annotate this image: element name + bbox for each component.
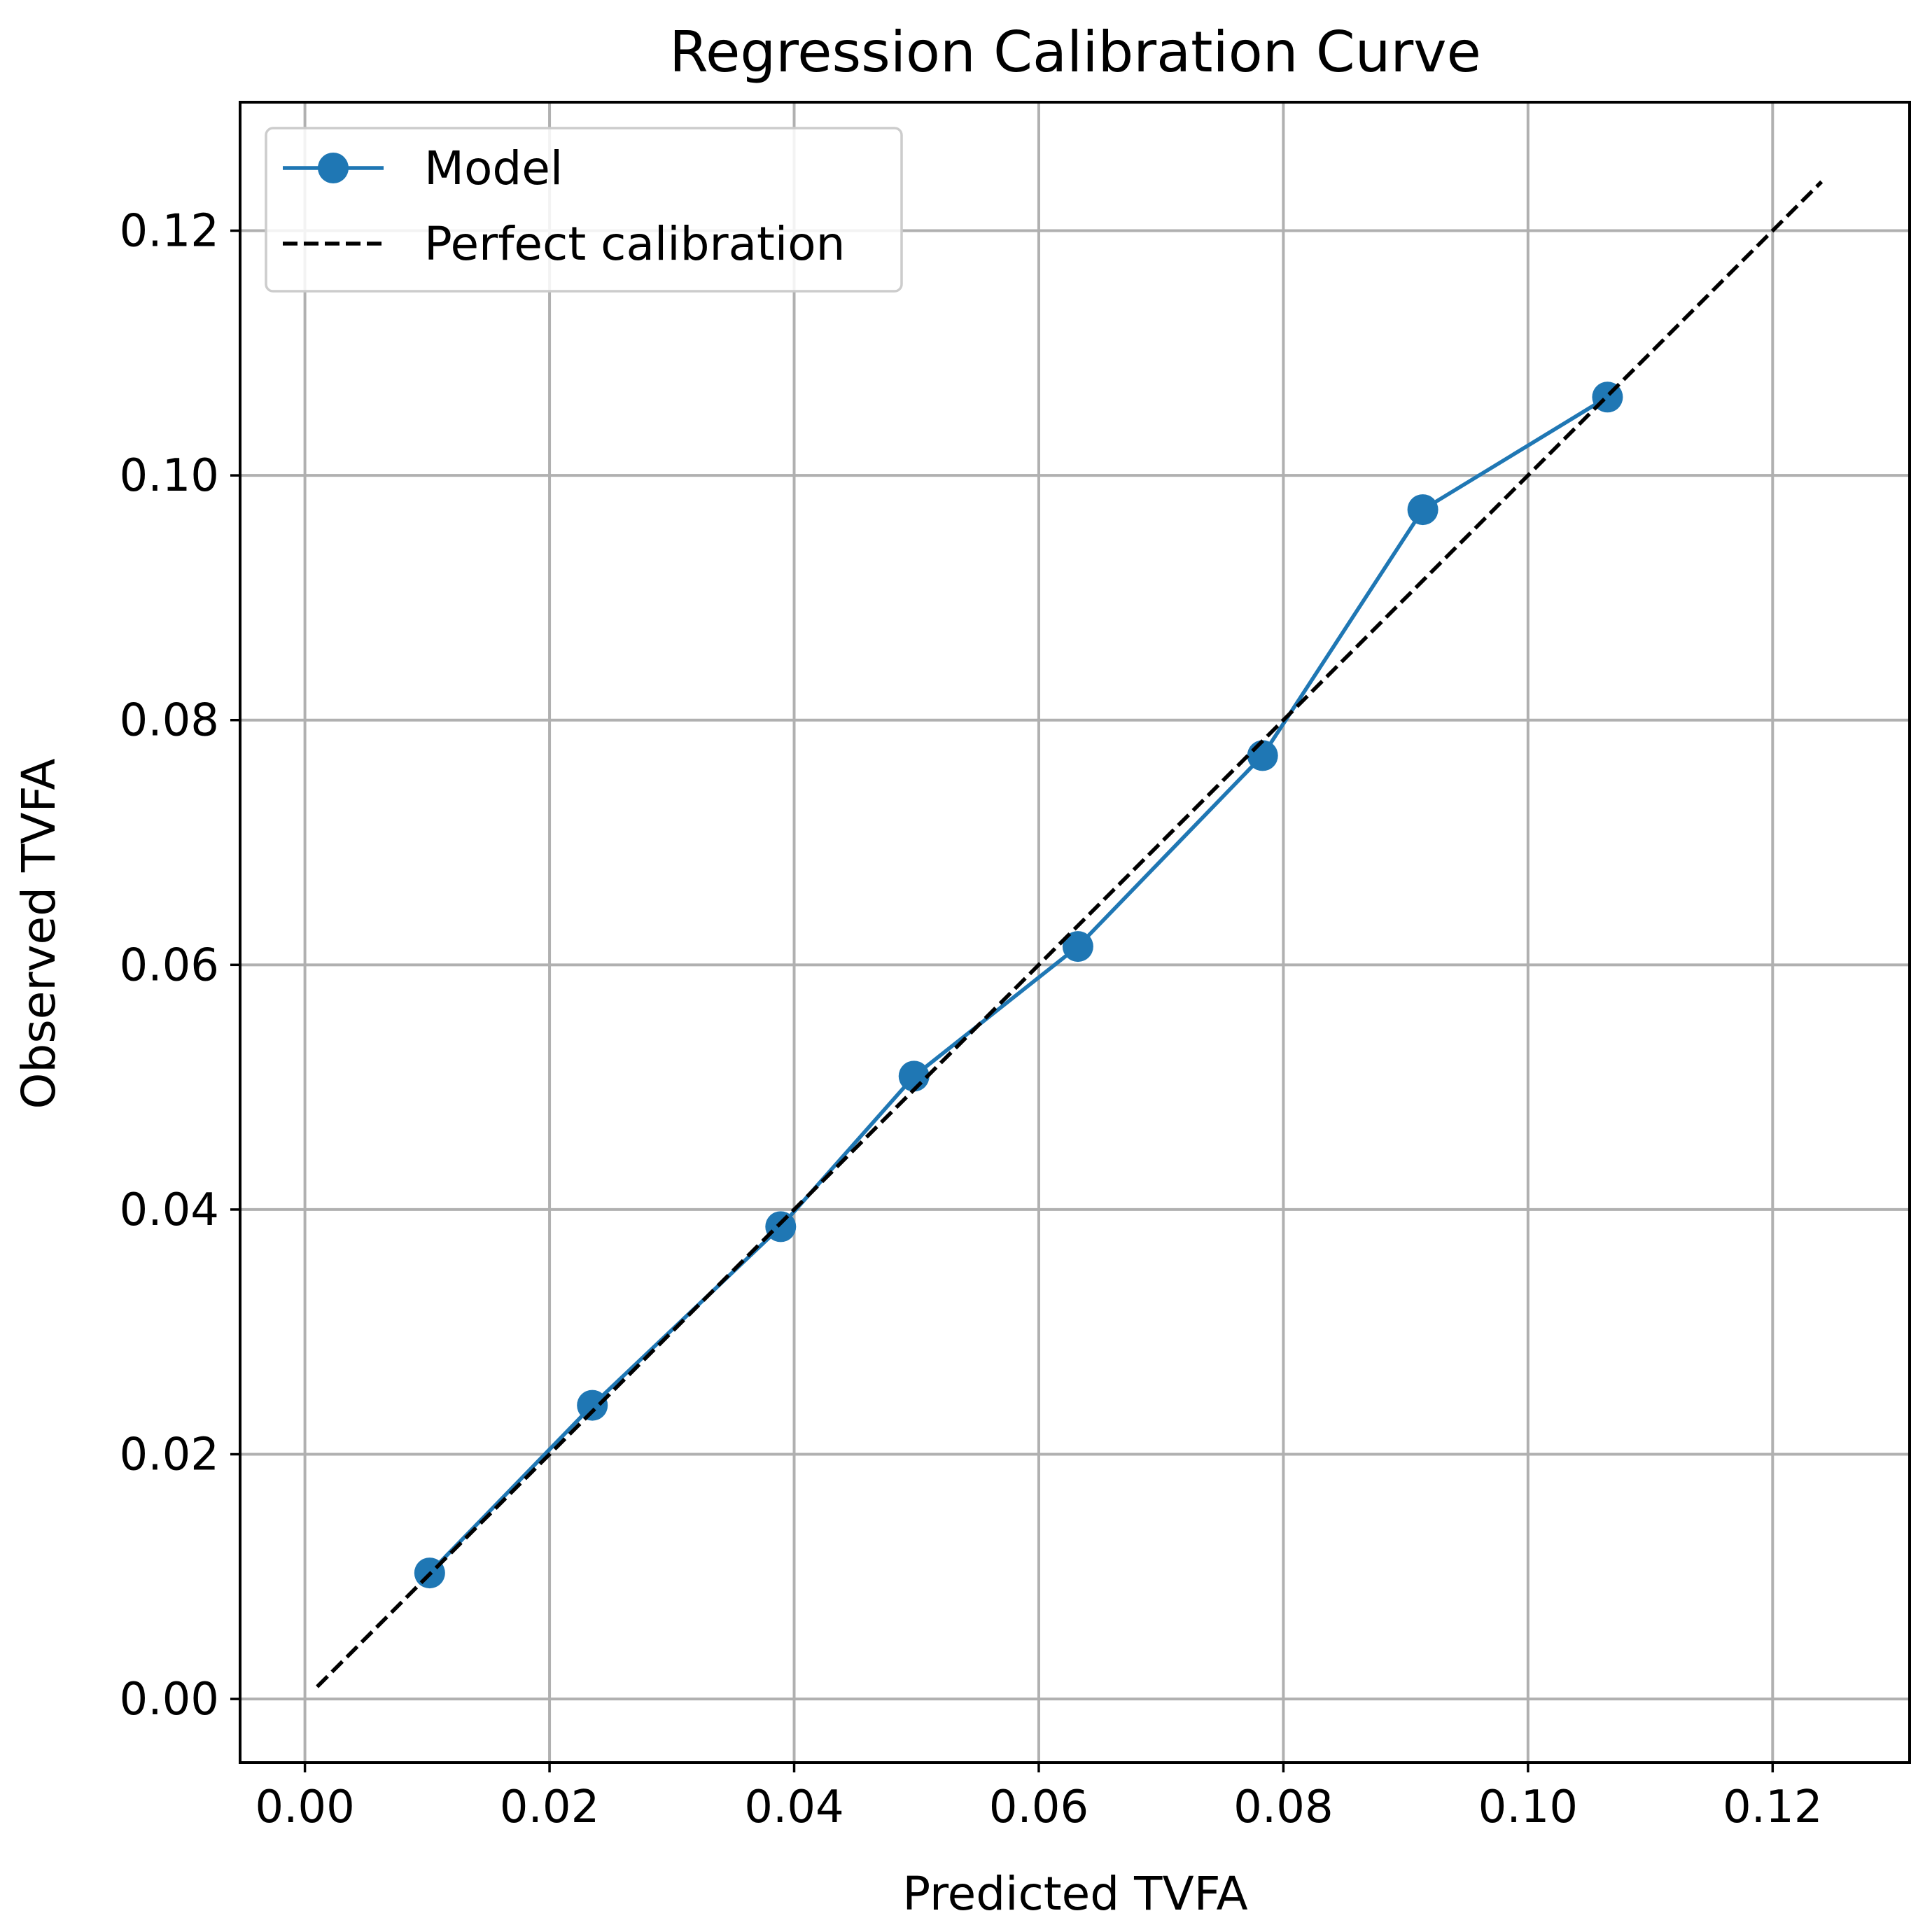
y-tick-label: 0.10 — [120, 450, 220, 502]
plot-area-frame — [239, 101, 1911, 1764]
model-series-line — [428, 395, 1609, 1574]
grid — [240, 102, 1910, 1763]
y-tick-label: 0.02 — [120, 1429, 220, 1481]
x-tick-label: 0.08 — [1233, 1782, 1334, 1833]
y-tick-label: 0.12 — [120, 206, 220, 258]
x-tick-label: 0.02 — [500, 1782, 600, 1833]
perfect-calibration-line — [316, 180, 1823, 1688]
model-data-point — [765, 1211, 797, 1242]
chart-title: Regression Calibration Curve — [669, 20, 1481, 85]
axis-ticks: 0.00 0.02 0.04 0.06 0.08 0.10 0.12 0.00 0.02 0.04… — [120, 206, 1823, 1833]
y-tick-label: 0.08 — [120, 695, 220, 747]
x-tick-label: 0.06 — [989, 1782, 1089, 1833]
model-data-point — [1247, 740, 1278, 771]
legend-model-marker — [318, 153, 349, 183]
legend: Model Perfect calibration — [265, 127, 903, 293]
x-axis-label: Predicted TVFA — [902, 1867, 1247, 1921]
x-tick-label: 0.12 — [1723, 1782, 1823, 1833]
legend-box — [265, 127, 903, 293]
legend-perfect-calibration-label: Perfect calibration — [424, 217, 845, 271]
model-data-point — [577, 1390, 608, 1421]
x-tick-label: 0.10 — [1478, 1782, 1578, 1833]
x-tick-label: 0.04 — [744, 1782, 844, 1833]
legend-model-label: Model — [424, 141, 563, 195]
y-tick-label: 0.00 — [120, 1674, 220, 1726]
x-tick-label: 0.00 — [255, 1782, 355, 1833]
model-data-point — [1062, 931, 1093, 962]
y-tick-label: 0.04 — [120, 1184, 220, 1236]
y-axis-label: Observed TVFA — [12, 758, 66, 1109]
series-layer — [316, 180, 1823, 1688]
model-data-point — [1407, 494, 1438, 526]
y-tick-label: 0.06 — [120, 939, 220, 991]
